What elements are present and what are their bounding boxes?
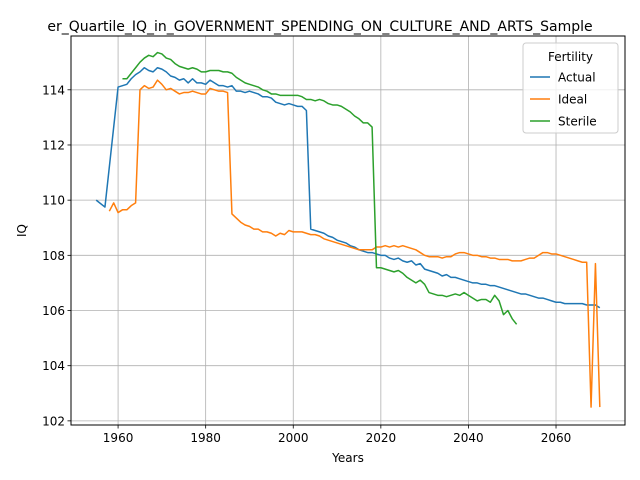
x-tick-label: 2020 [366, 431, 397, 445]
legend-title: Fertility [548, 50, 593, 64]
x-tick-label: 2060 [541, 431, 572, 445]
x-tick-label: 1980 [190, 431, 221, 445]
x-tick-label: 2000 [278, 431, 309, 445]
legend: Fertility Actual Ideal Sterile [522, 42, 619, 134]
y-tick-label: 112 [42, 138, 65, 152]
series-lines [95, 51, 601, 408]
legend-label-ideal: Ideal [558, 93, 587, 107]
y-tick-label: 104 [42, 359, 65, 373]
y-tick-label: 102 [42, 414, 65, 428]
y-tick-label: 108 [42, 249, 65, 263]
gridlines [71, 36, 625, 425]
plot-area-frame [70, 35, 626, 426]
legend-label-actual: Actual [558, 71, 596, 85]
x-axis-label: Years [331, 451, 364, 465]
x-axis-ticks: 1960 1980 2000 2020 2040 2060 [103, 425, 571, 445]
x-tick-label: 1960 [103, 431, 134, 445]
y-tick-label: 110 [42, 194, 65, 208]
y-axis-ticks: 102 104 106 108 110 112 114 [42, 83, 71, 428]
chart-title: er_Quartile_IQ_in_GOVERNMENT_SPENDING_ON… [47, 19, 592, 35]
series-line-sterile [122, 51, 518, 325]
y-tick-label: 106 [42, 304, 65, 318]
series-line-ideal [108, 79, 601, 408]
y-axis-label: IQ [15, 224, 29, 237]
legend-box [522, 42, 619, 134]
x-tick-label: 2040 [453, 431, 484, 445]
legend-label-sterile: Sterile [558, 115, 597, 129]
y-tick-label: 114 [42, 83, 65, 97]
series-line-actual [95, 66, 601, 309]
